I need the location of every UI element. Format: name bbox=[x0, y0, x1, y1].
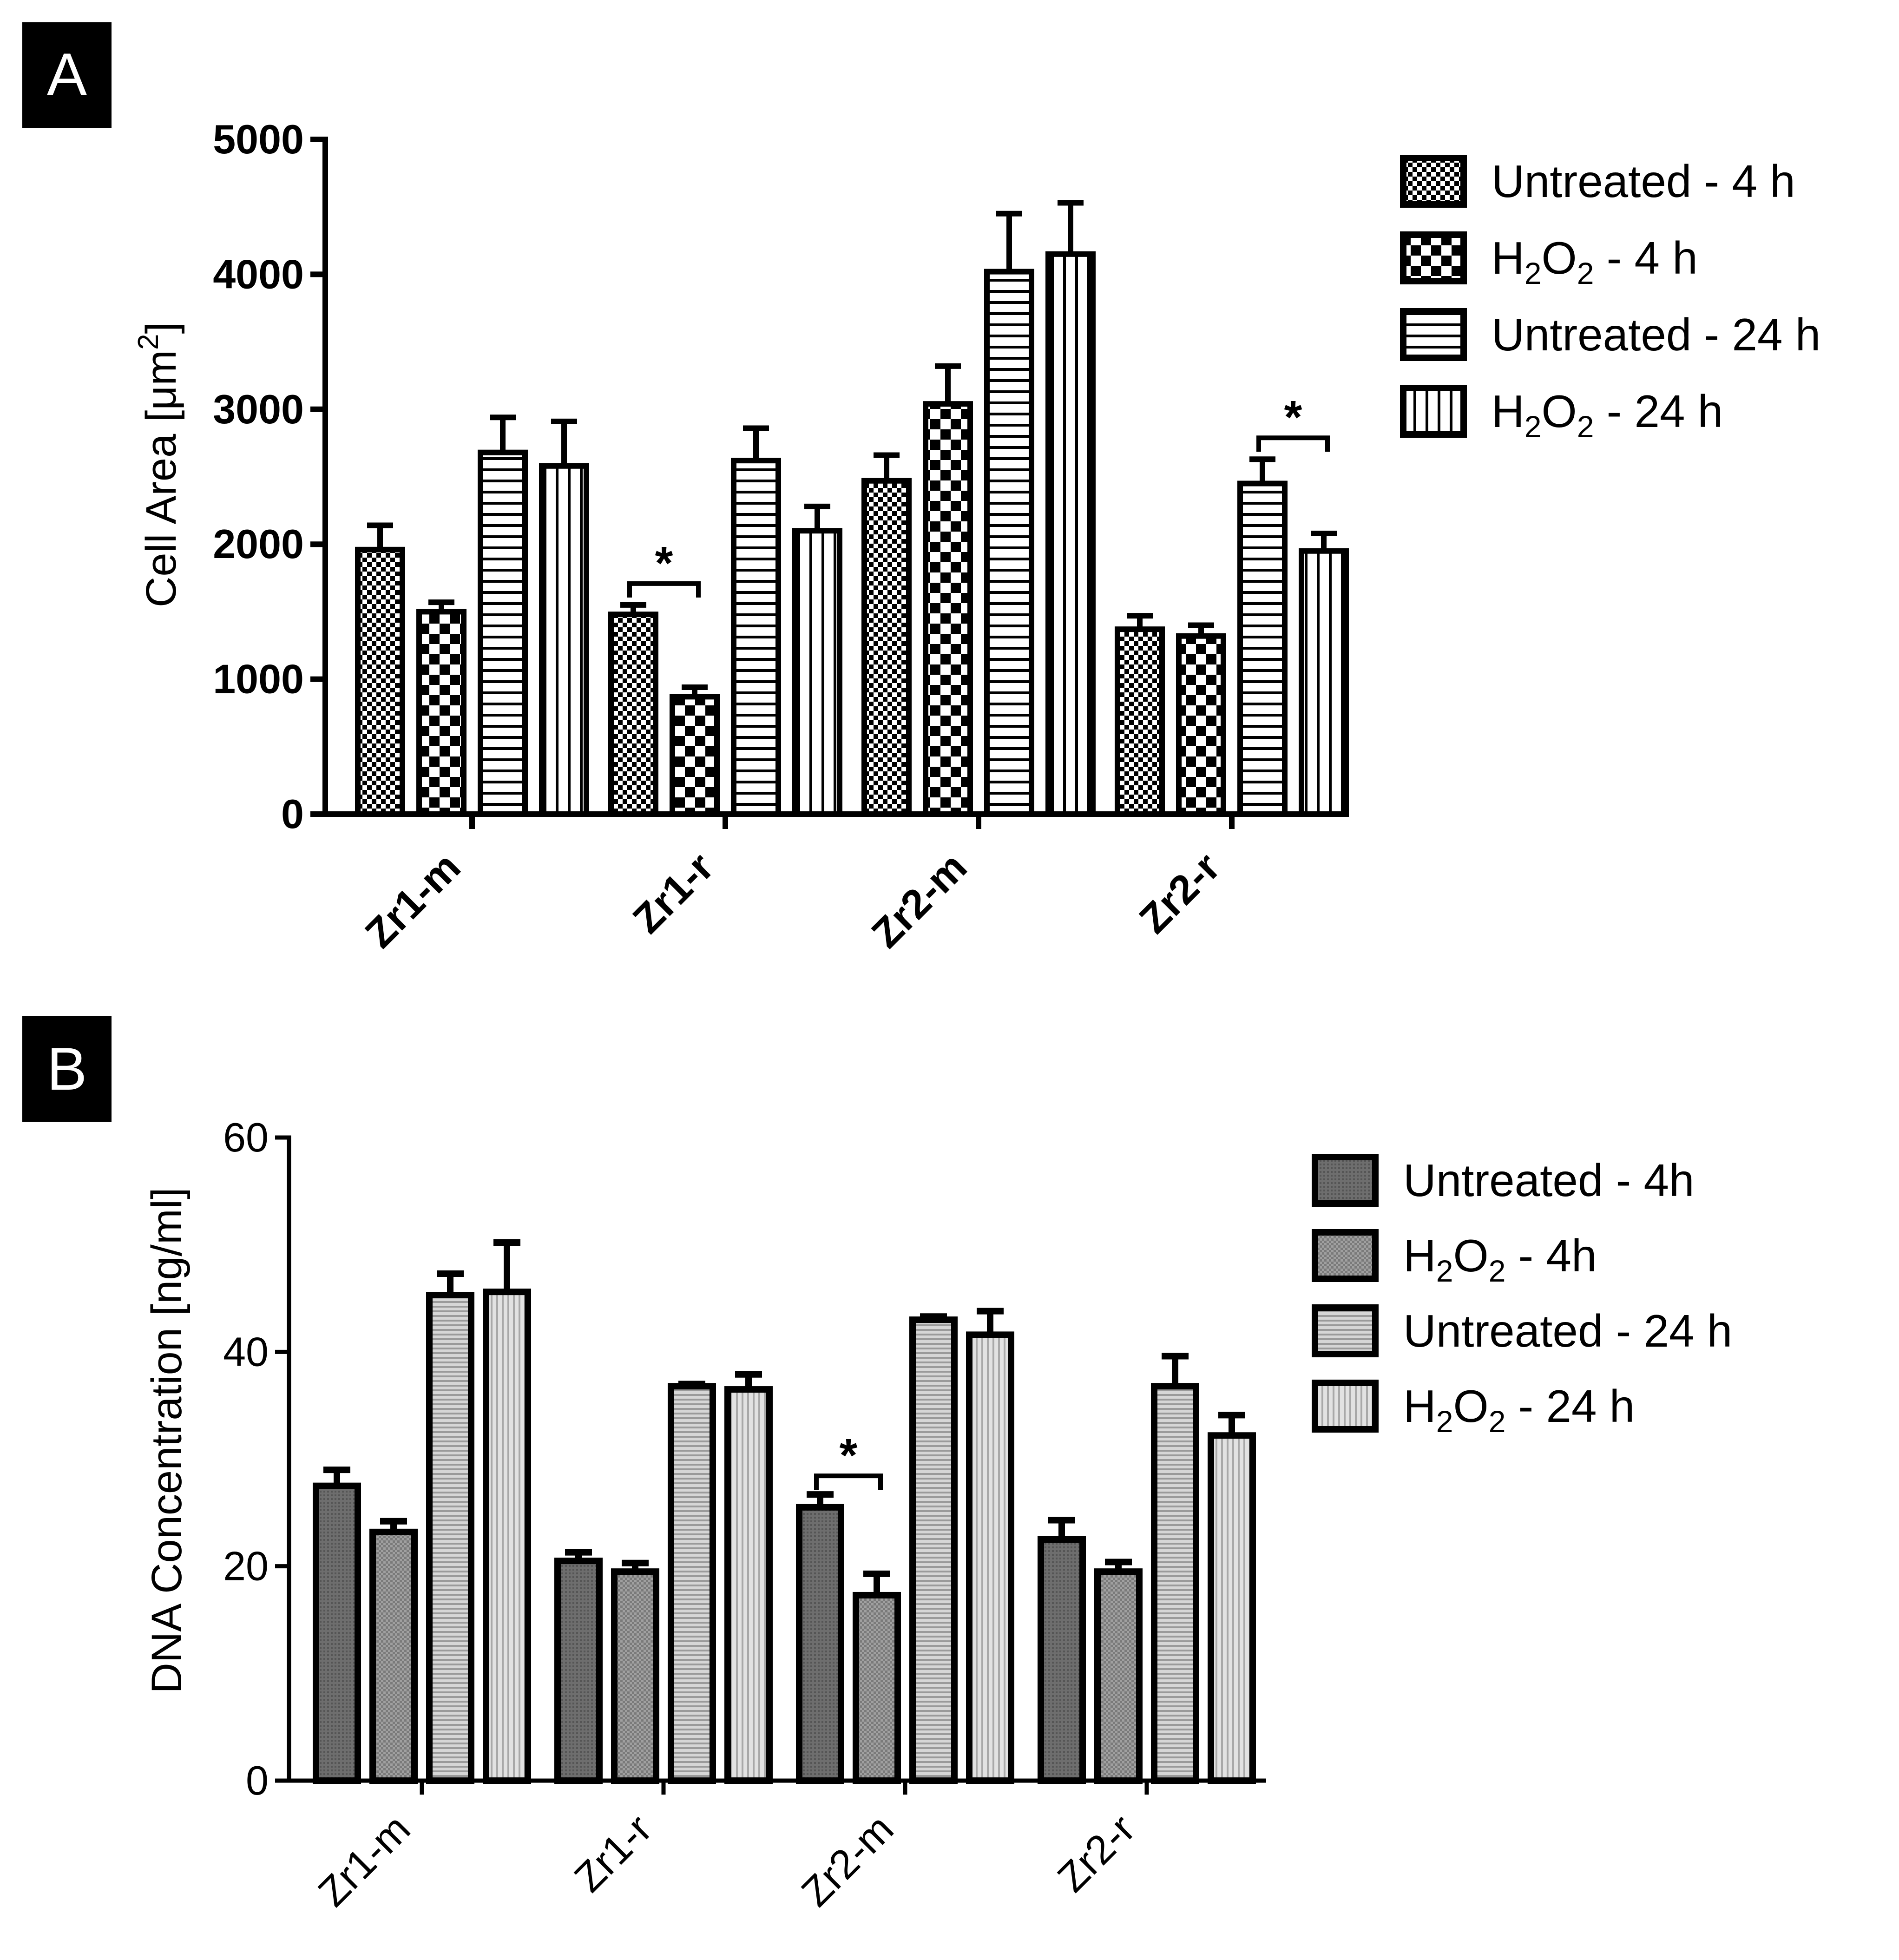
bar bbox=[478, 449, 528, 817]
panel-a-y-axis-title: Cell Area [μm2] bbox=[132, 322, 185, 607]
legend-label: Untreated - 4 h bbox=[1492, 156, 1795, 207]
bar bbox=[909, 1316, 958, 1784]
significance-bracket bbox=[627, 581, 701, 598]
x-tick-label: Zr1-r bbox=[565, 1805, 661, 1901]
panel-a-letter: A bbox=[47, 40, 87, 108]
bar bbox=[1299, 548, 1349, 817]
bar bbox=[1094, 1568, 1143, 1784]
bar bbox=[416, 609, 467, 817]
panel-a-bars: ** bbox=[355, 200, 1349, 817]
bar bbox=[369, 1528, 418, 1784]
bar bbox=[483, 1289, 531, 1784]
legend-swatch bbox=[1312, 1304, 1379, 1357]
legend-label: H2O2 - 4 h bbox=[1492, 232, 1698, 290]
y-tick-label: 4000 bbox=[213, 251, 304, 297]
bar bbox=[313, 1482, 361, 1784]
panel-b-label-box bbox=[22, 1016, 112, 1122]
panel-a-label-box bbox=[22, 22, 112, 128]
x-tick-label: Zr2-m bbox=[863, 843, 976, 956]
bar bbox=[426, 1292, 474, 1784]
significance-bracket bbox=[814, 1473, 883, 1490]
significance-star: * bbox=[655, 537, 673, 589]
panel-b: B 0 20 40 60 Zr1-m Zr1-r Zr2-m Zr2-r * DNA Conc… bbox=[22, 1016, 1732, 1915]
bar bbox=[796, 1504, 844, 1784]
x-tick-label: Zr2-r bbox=[1049, 1805, 1144, 1901]
bar bbox=[966, 1331, 1014, 1784]
bar bbox=[1038, 1536, 1086, 1784]
legend-swatch bbox=[1312, 1380, 1379, 1433]
legend-swatch bbox=[1312, 1154, 1379, 1207]
bar bbox=[1237, 480, 1288, 817]
panel-a-legend: Untreated - 4 h H2O2 - 4 h Untreated - 24 … bbox=[1400, 155, 1820, 444]
y-tick-label: 60 bbox=[223, 1114, 269, 1160]
panel-a: A 0 1000 2000 3000 4000 5000 Zr1-m Zr1-r Zr2-m Zr… bbox=[22, 22, 1820, 956]
legend-label: H2O2 - 4h bbox=[1403, 1230, 1597, 1288]
legend-swatch bbox=[1400, 155, 1467, 208]
significance-bracket bbox=[1256, 435, 1330, 452]
x-tick-label: Zr2-m bbox=[793, 1805, 902, 1915]
bar bbox=[554, 1558, 603, 1784]
legend-label: Untreated - 24 h bbox=[1403, 1305, 1732, 1356]
y-tick-label: 40 bbox=[223, 1329, 269, 1375]
x-tick-label: Zr1-r bbox=[624, 843, 723, 942]
y-tick-label: 5000 bbox=[213, 116, 304, 162]
bar bbox=[1176, 633, 1226, 817]
y-tick-label: 0 bbox=[246, 1757, 269, 1803]
bar bbox=[731, 458, 781, 817]
legend-label: Untreated - 24 h bbox=[1492, 309, 1820, 360]
significance-star: * bbox=[1284, 391, 1302, 443]
bar bbox=[724, 1386, 773, 1784]
bar bbox=[853, 1592, 901, 1784]
legend-swatch bbox=[1312, 1229, 1379, 1282]
bar bbox=[923, 401, 973, 817]
bar bbox=[984, 269, 1034, 817]
legend-swatch bbox=[1400, 231, 1467, 284]
bar bbox=[1045, 251, 1096, 817]
panel-b-y-axis-title: DNA Concentration [ng/ml] bbox=[143, 1187, 191, 1693]
legend-label: H2O2 - 24 h bbox=[1492, 386, 1723, 444]
bar bbox=[668, 1383, 716, 1784]
x-tick-label: Zr1-m bbox=[356, 843, 469, 956]
y-tick-label: 2000 bbox=[213, 521, 304, 567]
bar bbox=[670, 694, 720, 817]
bar bbox=[611, 1568, 659, 1784]
y-tick-label: 3000 bbox=[213, 386, 304, 432]
bar bbox=[608, 612, 658, 817]
bar bbox=[1115, 626, 1165, 817]
panel-b-legend: Untreated - 4h H2O2 - 4h Untreated - 24 h H… bbox=[1312, 1154, 1732, 1439]
y-tick-label: 20 bbox=[223, 1543, 269, 1589]
significance-star: * bbox=[840, 1429, 858, 1481]
x-tick-label: Zr2-r bbox=[1130, 843, 1229, 942]
legend-label: Untreated - 4h bbox=[1403, 1155, 1694, 1206]
y-tick-label: 0 bbox=[281, 791, 304, 837]
y-tick-label: 1000 bbox=[213, 656, 304, 702]
legend-label: H2O2 - 24 h bbox=[1403, 1381, 1635, 1439]
legend-swatch bbox=[1400, 385, 1467, 438]
bar bbox=[1151, 1383, 1199, 1784]
bar bbox=[539, 463, 589, 817]
panel-b-letter: B bbox=[47, 1035, 87, 1103]
bar bbox=[792, 528, 842, 817]
bar bbox=[355, 546, 405, 817]
panel-b-bars: * bbox=[313, 1239, 1256, 1784]
bar bbox=[861, 478, 912, 817]
legend-swatch bbox=[1400, 308, 1467, 361]
bar bbox=[1208, 1432, 1256, 1784]
x-tick-label: Zr1-m bbox=[309, 1805, 419, 1915]
